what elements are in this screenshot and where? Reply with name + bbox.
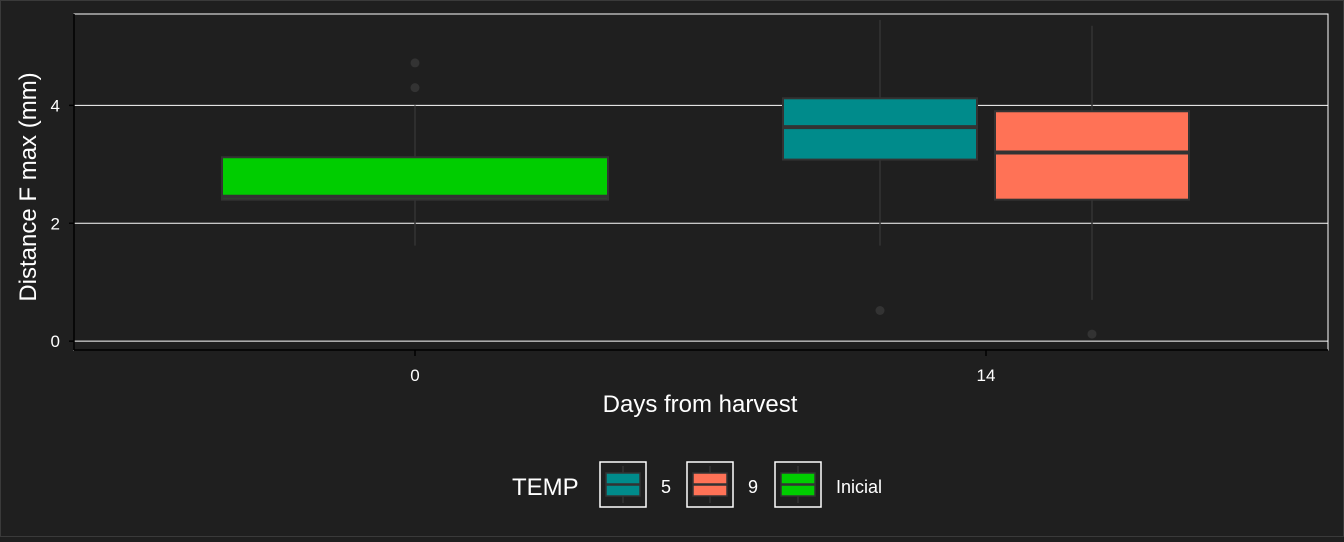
outlier-point-1: [410, 58, 420, 68]
legend-label-5: 5: [661, 477, 671, 497]
axes: [69, 13, 1329, 356]
outlier-point-0: [1087, 329, 1097, 339]
box-14-9: [994, 25, 1190, 339]
x-tick-label-0: 0: [410, 366, 419, 385]
y-tick-label-2: 2: [51, 214, 60, 233]
legend-item-5: 5: [599, 461, 671, 508]
y-tick-label-4: 4: [51, 96, 60, 115]
outlier-point-0: [875, 306, 885, 316]
x-axis-label: Days from harvest: [603, 391, 798, 418]
box-body: [221, 156, 609, 201]
box-14-5: [782, 19, 978, 316]
legend-title: TEMP: [512, 474, 579, 501]
legend-label-inicial: Inicial: [836, 477, 882, 497]
box-0-Inicial: [221, 58, 609, 246]
legend-item-9: 9: [686, 461, 758, 508]
outlier-point-0: [410, 83, 420, 93]
legend-item-inicial: Inicial: [774, 461, 882, 508]
y-tick-label-0: 0: [51, 332, 60, 351]
boxplot-series: [221, 19, 1190, 339]
tick-labels: 0 2 4 0 14: [51, 96, 996, 385]
x-tick-label-14: 14: [977, 366, 996, 385]
legend-label-9: 9: [748, 477, 758, 497]
y-axis-label: Distance F max (mm): [15, 72, 42, 301]
legend: TEMP 5 9 Inicial: [512, 461, 882, 508]
grid-lines: [74, 104, 1328, 342]
box-body: [994, 110, 1190, 201]
